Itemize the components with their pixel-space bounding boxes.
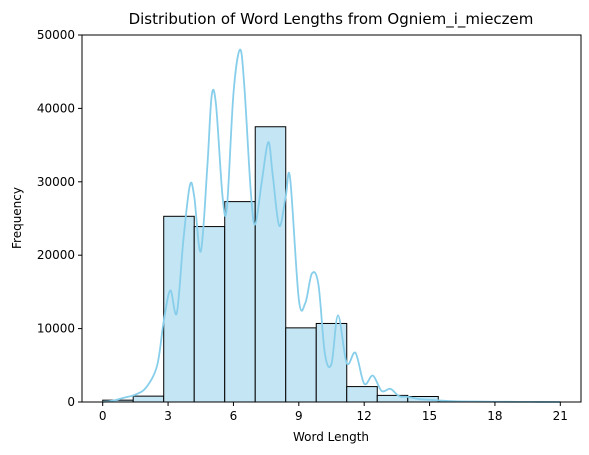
x-tick-label: 3 [164, 409, 172, 423]
x-tick-label: 21 [553, 409, 568, 423]
y-axis-label: Frequency [10, 187, 24, 249]
x-tick-label: 9 [295, 409, 303, 423]
x-axis-ticks: 0 3 6 9 12 15 18 21 [99, 402, 568, 423]
x-tick-label: 15 [422, 409, 437, 423]
histogram-bar [163, 215, 195, 403]
chart-title: Distribution of Word Lengths from Ogniem… [129, 10, 534, 29]
x-axis-label: Word Length [293, 430, 369, 444]
histogram-bar [346, 386, 378, 403]
plot-frame [81, 34, 582, 403]
x-tick-label: 0 [99, 409, 107, 423]
y-tick-label: 30000 [37, 175, 75, 189]
x-tick-label: 6 [230, 409, 238, 423]
y-tick-label: 20000 [37, 248, 75, 262]
histogram-bar [132, 395, 165, 403]
y-tick-label: 10000 [37, 322, 75, 336]
kde-curve [102, 48, 561, 403]
histogram-bar [193, 226, 226, 403]
y-tick-label: 0 [67, 395, 75, 409]
histogram-bar [254, 126, 287, 403]
y-axis-ticks: 0 10000 20000 30000 40000 50000 [37, 28, 82, 409]
x-tick-label: 18 [487, 409, 502, 423]
y-tick-label: 50000 [37, 28, 75, 42]
y-tick-label: 40000 [37, 101, 75, 115]
histogram-bars [102, 126, 561, 403]
x-tick-label: 12 [357, 409, 372, 423]
histogram-bar [224, 201, 256, 403]
histogram-bar [285, 327, 317, 403]
